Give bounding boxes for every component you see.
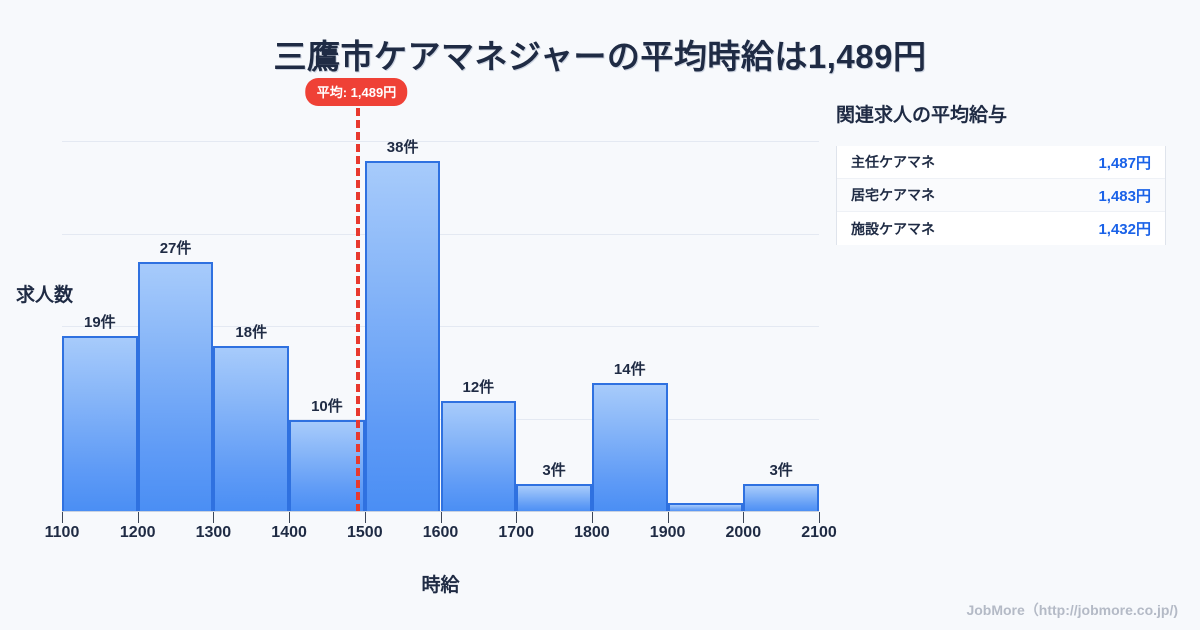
histogram-bar [667, 502, 744, 512]
row-label: 施設ケアマネ [851, 220, 935, 237]
x-axis-tick-labels: 1100 1200 1300 1400 1500 1600 1700 1800 1900 2000… [45, 524, 837, 548]
histogram-bar [62, 336, 138, 512]
x-axis-tick-label: 1100 [44, 524, 80, 541]
x-axis-tick [591, 512, 593, 523]
bar-value-label: 3件 [769, 462, 793, 480]
bar-value-label: 19件 [84, 314, 116, 332]
bar-value-label: 18件 [235, 323, 268, 341]
x-axis-tick-label: 1800 [574, 524, 610, 541]
table-row: 居宅ケアマネ 1,483円 [837, 179, 1165, 212]
page-title: 三鷹市ケアマネジャーの平均時給は1,489円 [273, 38, 927, 75]
related-salary-table: 主任ケアマネ 1,487円居宅ケアマネ 1,483円施設ケアマネ 1,432円 [836, 146, 1166, 245]
gridline [62, 141, 819, 143]
x-axis-tick [440, 512, 442, 523]
x-axis-tick-label: 1200 [119, 524, 156, 541]
x-axis-tick-label: 1500 [347, 524, 383, 541]
related-salary-panel: 関連求人の平均給与 主任ケアマネ 1,487円居宅ケアマネ 1,483円施設ケアマネ… [836, 100, 1166, 245]
x-axis-tick [819, 512, 820, 523]
row-label: 居宅ケアマネ [851, 187, 935, 203]
x-axis-tick-label: 1400 [271, 524, 307, 541]
x-axis-baseline [62, 511, 819, 512]
bar-value-label: 27件 [159, 240, 192, 258]
bar-value-label: 10件 [311, 397, 343, 415]
bar-value-label: 3件 [542, 462, 566, 480]
bar-series: 19件 27件 18件 10件 38件 12件 3件 14件 3件 平均: 1,489円 [62, 78, 819, 512]
x-axis-tick-label: 1300 [195, 524, 232, 541]
x-axis-tick [289, 512, 291, 523]
x-axis-tick-label: 1600 [422, 524, 459, 541]
histogram-bar [440, 401, 517, 512]
x-axis-tick [213, 512, 215, 523]
x-axis-tick [137, 512, 139, 523]
histogram-bar [137, 262, 214, 512]
gridline [62, 326, 819, 328]
x-axis-title: 時給 [421, 575, 460, 596]
bar-value-label: 14件 [613, 360, 646, 378]
histogram-bar [289, 419, 365, 512]
row-label: 主任ケアマネ [851, 154, 935, 170]
x-axis-tick-label: 1900 [649, 524, 686, 541]
x-axis-tick [743, 512, 745, 523]
histogram-bar [364, 160, 441, 512]
average-line [356, 96, 361, 512]
x-axis-tick [667, 512, 669, 523]
histogram-bar [213, 345, 290, 512]
bar-value-label: 38件 [386, 138, 419, 156]
plot-area: 19件 27件 18件 10件 38件 12件 3件 14件 3件 平均: 1,489円 [62, 78, 819, 512]
x-axis-tick [516, 512, 518, 523]
average-badge: 平均: 1,489円 [305, 78, 408, 106]
histogram-bar [743, 484, 819, 512]
table-row: 施設ケアマネ 1,432円 [837, 212, 1165, 245]
footer-credit: JobMore（http://jobmore.co.jp/) [966, 602, 1178, 618]
gridline [62, 233, 819, 235]
histogram-chart: 求人数 19件 27件 18件 10件 38件 12件 3件 14件 3件 平均: 1,489円 … [16, 78, 837, 596]
x-axis-tick-label: 2100 [801, 524, 837, 541]
x-axis-tick [364, 512, 366, 523]
x-axis-ticks [62, 512, 820, 524]
row-value: 1,432円 [1098, 221, 1151, 238]
x-axis-tick-label: 2000 [725, 524, 762, 541]
histogram-bar [591, 382, 668, 512]
table-row: 主任ケアマネ 1,487円 [837, 146, 1165, 179]
panel-title: 関連求人の平均給与 [836, 105, 1008, 126]
histogram-bar [516, 484, 592, 512]
bar-value-label: 12件 [462, 379, 495, 397]
row-value: 1,483円 [1098, 187, 1151, 205]
x-axis-tick [62, 512, 63, 523]
row-value: 1,487円 [1098, 154, 1151, 172]
y-axis-title: 求人数 [16, 285, 74, 306]
x-axis-tick-label: 1700 [498, 524, 534, 541]
